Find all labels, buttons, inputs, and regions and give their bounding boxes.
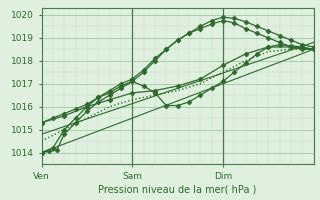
X-axis label: Pression niveau de la mer( hPa ): Pression niveau de la mer( hPa )	[99, 185, 257, 195]
